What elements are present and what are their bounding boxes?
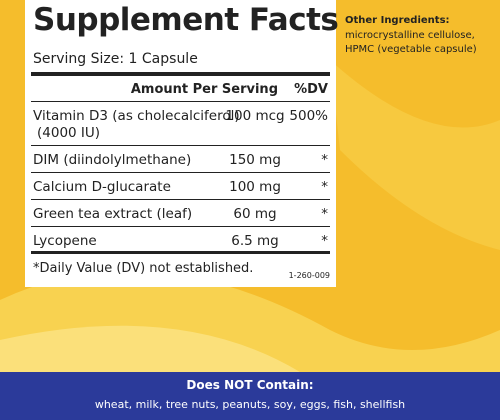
ingredient-dv: * <box>321 179 328 195</box>
ingredient-amount: 150 mg <box>229 152 281 168</box>
allergen-title: Does NOT Contain: <box>186 378 314 392</box>
ingredient-name: (4000 IU) <box>37 125 101 141</box>
ingredient-amount: 60 mg <box>233 206 277 222</box>
panel-title: Supplement Facts <box>33 2 339 38</box>
ingredient-amount: 100 mcg <box>225 108 285 124</box>
ingredient-dv: 500% <box>289 108 328 124</box>
ingredient-name: Lycopene <box>33 233 97 249</box>
rule <box>31 251 330 254</box>
footnote: *Daily Value (DV) not established. <box>33 261 254 276</box>
ingredient-dv: * <box>321 206 328 222</box>
amount-header: Amount Per Serving <box>130 82 278 97</box>
ingredient-name: DIM (diindolylmethane) <box>33 152 192 168</box>
dv-header: %DV <box>294 82 328 97</box>
rule <box>31 172 330 173</box>
ingredient-name: Green tea extract (leaf) <box>33 206 193 222</box>
other-ingredients-line: HPMC (vegetable capsule) <box>345 44 477 55</box>
rule <box>31 72 330 76</box>
ingredient-amount: 6.5 mg <box>231 233 279 249</box>
allergen-band: Does NOT Contain: wheat, milk, tree nuts… <box>0 372 500 420</box>
ingredient-dv: * <box>321 233 328 249</box>
other-ingredients-title: Other Ingredients: <box>345 15 450 26</box>
ingredient-dv: * <box>321 152 328 168</box>
allergen-list: wheat, milk, tree nuts, peanuts, soy, eg… <box>94 398 406 411</box>
rule <box>31 101 330 102</box>
ingredient-amount: 100 mg <box>229 179 281 195</box>
ingredient-name: Vitamin D3 (as cholecalciferol) <box>33 108 240 124</box>
product-code: 1-260-009 <box>288 271 330 280</box>
other-ingredients-line: microcrystalline cellulose, <box>345 30 475 41</box>
ingredient-name: Calcium D-glucarate <box>33 179 171 195</box>
serving-size: Serving Size: 1 Capsule <box>33 51 198 67</box>
rule <box>31 226 330 227</box>
rule <box>31 199 330 200</box>
rule <box>31 145 330 146</box>
facts-panel: Supplement Facts Serving Size: 1 Capsule… <box>25 0 339 287</box>
